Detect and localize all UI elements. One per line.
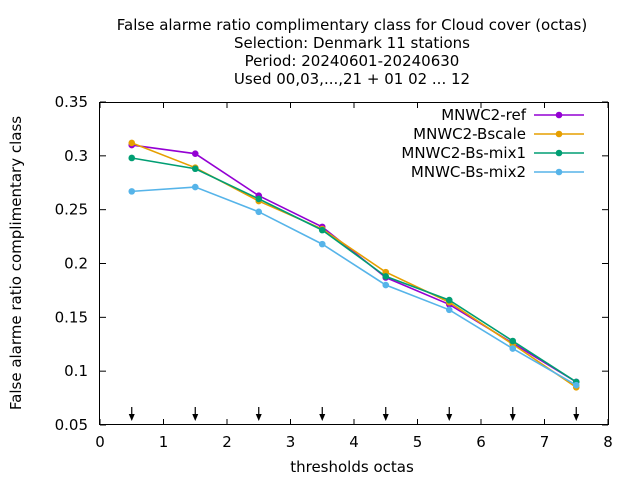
legend-label: MNWC2-Bscale	[413, 125, 526, 143]
series-4-point	[445, 306, 453, 314]
y-tick-label: 0.35	[55, 93, 88, 111]
x-tick-label: 6	[476, 433, 486, 451]
title-line-2: Selection: Denmark 11 stations	[234, 34, 470, 52]
x-tick-label: 3	[286, 433, 296, 451]
x-tick-label: 8	[603, 433, 613, 451]
threshold-arrows	[128, 407, 580, 421]
legend-swatch-marker	[555, 130, 563, 138]
series-3-point	[318, 226, 326, 234]
x-axis-label: thresholds octas	[290, 458, 414, 476]
x-tick-label: 7	[540, 433, 550, 451]
threshold-arrow-head	[382, 414, 389, 421]
x-tick-label: 5	[413, 433, 423, 451]
x-tick-label: 4	[349, 433, 359, 451]
series-4-point	[191, 183, 199, 191]
threshold-arrow-head	[128, 414, 135, 421]
legend-label: MNWC2-ref	[441, 106, 526, 124]
title-line-3: Period: 20240601-20240630	[245, 52, 460, 70]
y-axis: 0.05 0.1 0.15 0.2 0.25 0.3 0.35	[55, 93, 608, 434]
legend-swatch-marker	[555, 111, 563, 119]
legend-swatch-marker	[555, 168, 563, 176]
series-layer	[128, 139, 580, 391]
series-line-4	[131, 186, 577, 386]
threshold-arrow-head	[573, 414, 580, 421]
y-tick-label: 0.05	[55, 416, 88, 434]
series-4-point	[382, 281, 390, 289]
series-3-point	[255, 195, 263, 203]
y-tick-label: 0.3	[64, 147, 88, 165]
series-3-point	[509, 337, 517, 345]
series-4-point	[509, 345, 517, 352]
y-tick-label: 0.1	[64, 362, 88, 380]
series-4-point	[255, 208, 263, 216]
y-tick-label: 0.15	[55, 308, 88, 326]
legend-label: MNWC2-Bs-mix1	[401, 144, 526, 162]
threshold-arrow-head	[509, 414, 516, 421]
x-tick-label: 2	[222, 433, 232, 451]
series-4-point	[572, 381, 580, 389]
chart-title: False alarme ratio complimentary class f…	[117, 16, 587, 88]
series-4-point	[128, 188, 136, 195]
threshold-arrow-head	[446, 414, 453, 421]
threshold-arrow-head	[255, 414, 262, 421]
series-4-point	[318, 240, 326, 248]
series-3-point	[128, 154, 136, 162]
series-3-point	[382, 273, 390, 280]
legend: MNWC2-refMNWC2-BscaleMNWC2-Bs-mix1MNWC-B…	[401, 106, 584, 181]
series-3-point	[445, 296, 453, 304]
x-tick-label: 1	[159, 433, 169, 451]
threshold-arrow-head	[192, 414, 199, 421]
title-line-1: False alarme ratio complimentary class f…	[117, 16, 587, 34]
title-line-4: Used 00,03,...,21 + 01 02 ... 12	[234, 70, 470, 88]
x-tick-label: 0	[95, 433, 105, 451]
threshold-arrow-head	[319, 414, 326, 421]
series-2-point	[128, 139, 136, 147]
y-tick-label: 0.2	[64, 255, 88, 273]
y-axis-label: False alarme ratio complimentary class	[7, 116, 25, 410]
series-line-3	[131, 157, 577, 383]
series-1-point	[191, 150, 199, 157]
legend-swatch-marker	[555, 149, 563, 157]
series-3-point	[191, 165, 199, 173]
x-axis: 0 1 2 3 4 5 6 7 8	[95, 102, 613, 451]
legend-label: MNWC-Bs-mix2	[411, 163, 526, 181]
y-tick-label: 0.25	[55, 201, 88, 219]
